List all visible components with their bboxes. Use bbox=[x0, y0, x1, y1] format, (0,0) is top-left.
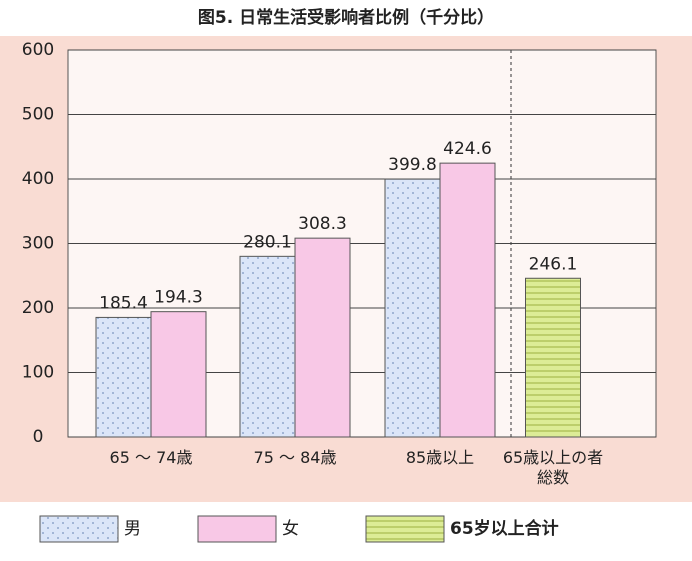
y-tick-label: 600 bbox=[22, 40, 54, 60]
legend-swatch bbox=[197, 515, 277, 543]
bar bbox=[525, 277, 581, 438]
legend-swatch bbox=[365, 515, 445, 543]
bar bbox=[439, 162, 496, 438]
data-label: 194.3 bbox=[154, 288, 203, 308]
y-tick-label: 300 bbox=[22, 234, 54, 254]
x-tick-label: 75 ～ 84歳 bbox=[253, 448, 337, 467]
y-tick-label: 500 bbox=[22, 105, 54, 125]
bar bbox=[384, 178, 441, 438]
legend-swatch bbox=[39, 515, 119, 543]
legend-label: 男 bbox=[124, 519, 141, 539]
y-tick-label: 100 bbox=[22, 363, 54, 383]
bar bbox=[95, 316, 152, 438]
y-tick-label: 200 bbox=[22, 298, 54, 318]
x-tick-label: 65歳以上の者総数 bbox=[502, 448, 604, 487]
data-label: 185.4 bbox=[99, 293, 148, 313]
legend-label: 女 bbox=[282, 519, 299, 539]
data-label: 280.1 bbox=[243, 232, 292, 252]
data-label: 424.6 bbox=[443, 139, 492, 159]
data-label: 246.1 bbox=[529, 254, 578, 274]
bar bbox=[294, 237, 351, 438]
x-tick-label: 85歳以上 bbox=[405, 448, 475, 467]
bar bbox=[239, 255, 296, 438]
data-label: 399.8 bbox=[388, 155, 437, 175]
x-tick-label: 65 ～ 74歳 bbox=[109, 448, 193, 467]
data-label: 308.3 bbox=[298, 214, 347, 234]
chart-title: 图5. 日常生活受影响者比例（千分比） bbox=[198, 7, 494, 28]
bar bbox=[150, 311, 207, 438]
legend-label: 65岁以上合计 bbox=[450, 518, 559, 539]
y-tick-label: 400 bbox=[22, 169, 54, 189]
y-tick-label: 0 bbox=[33, 427, 44, 447]
